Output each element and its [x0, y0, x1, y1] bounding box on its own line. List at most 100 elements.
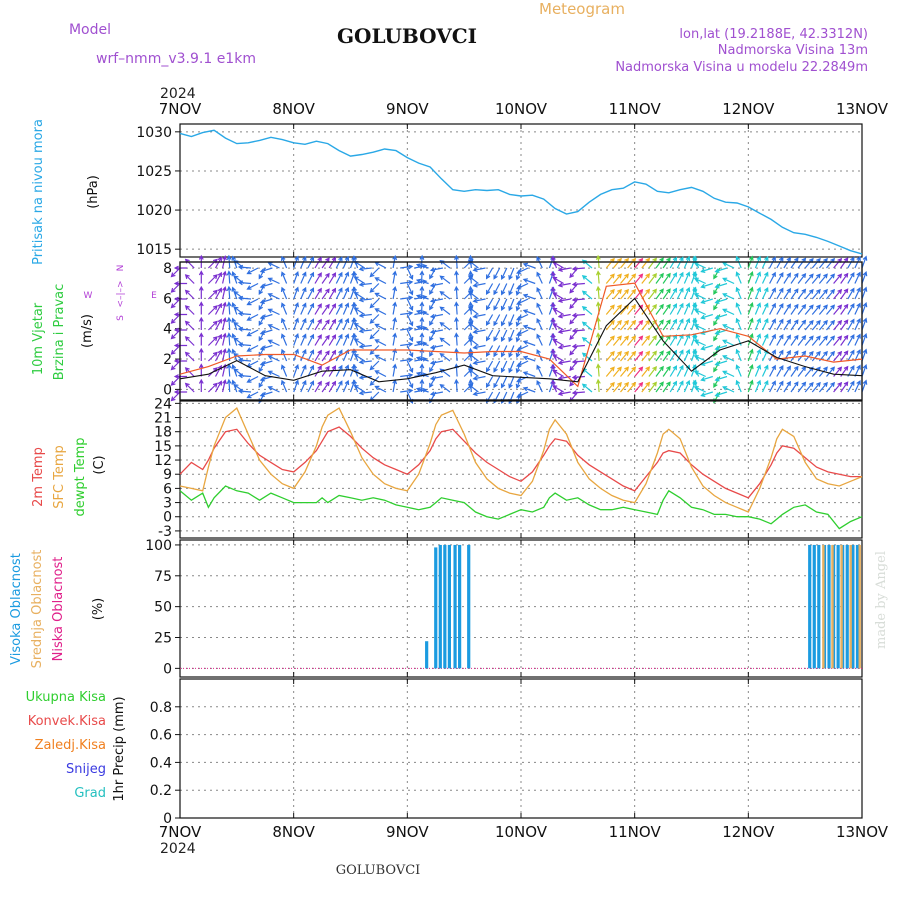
wind-arrow: [246, 313, 259, 321]
wind-arrow: [714, 391, 728, 397]
wind-arrow: [797, 335, 807, 346]
wind-arrow: [493, 314, 501, 327]
wind-arrow: [747, 348, 754, 362]
wind-arrow: [369, 376, 380, 386]
wind-arrow: [797, 273, 807, 284]
wind-arrow: [735, 271, 742, 284]
wind-arrow: [400, 357, 414, 363]
wind-arrow: [214, 318, 222, 331]
wind-arrow: [776, 380, 784, 393]
wind-arrow: [634, 319, 644, 331]
wind-arrow: [854, 317, 861, 331]
wind-arrow: [280, 379, 288, 393]
temp-ytick-label: 15: [154, 439, 172, 455]
temp-sfc-line: [179, 407, 863, 513]
wind-arrow: [293, 302, 299, 315]
wind-arrow: [429, 375, 444, 381]
wind-arrow: [307, 287, 315, 300]
wind-arrow: [641, 381, 651, 393]
temp-ytick-label: 21: [154, 411, 172, 427]
temp-ytick-label: 24: [154, 396, 172, 412]
wind-arrow: [818, 288, 828, 300]
wind-arrow: [569, 298, 579, 310]
wind-arrow: [485, 298, 494, 311]
wind-arrow: [259, 360, 273, 366]
wind-arrow: [293, 364, 299, 377]
wind-arrow: [258, 267, 266, 280]
wind-arrow: [259, 267, 273, 273]
temp-sfc-ylabel: SFC Temp: [52, 445, 67, 509]
wind-arrow: [648, 366, 657, 377]
wind-arrow: [508, 267, 515, 281]
wind-arrow: [493, 329, 501, 342]
wind-arrow: [627, 350, 637, 362]
wind-arrow: [280, 364, 288, 377]
wind-arrow: [627, 335, 637, 346]
wind-arrow: [267, 386, 280, 393]
wind-arrow: [818, 257, 828, 269]
wind-arrow: [693, 277, 706, 285]
wind-arrow: [641, 366, 651, 377]
cloud-mid-bar: [858, 544, 861, 669]
wind-arrow: [747, 286, 754, 300]
wind-arrow: [612, 304, 622, 315]
wind-arrow: [522, 355, 536, 362]
wind-arrow: [557, 329, 571, 334]
wind-arrow: [259, 344, 273, 351]
watermark: made by Angel: [874, 551, 889, 649]
wind-arrow: [522, 278, 536, 285]
wind-arrow: [226, 332, 232, 346]
wind-arrow: [840, 350, 849, 362]
wind-arrow: [280, 302, 288, 315]
wind-arrow: [735, 364, 742, 377]
wind-arrow: [173, 389, 188, 395]
wind-arrow: [369, 360, 380, 371]
wind-arrow: [627, 366, 637, 377]
wind-arrow: [571, 281, 585, 287]
wind-arrow: [467, 368, 479, 377]
wind-arrow: [735, 348, 742, 362]
wind-arrow: [634, 288, 644, 300]
wind-arrow: [676, 256, 684, 269]
wind-arrow: [648, 350, 657, 362]
wind-arrow: [804, 319, 814, 331]
wind-arrow: [342, 333, 350, 346]
wind-arrow: [722, 308, 735, 316]
wind-arrow: [627, 288, 637, 300]
wind-arrow: [392, 301, 398, 315]
cloud-mid-bar: [822, 544, 825, 669]
wind-arrow: [342, 302, 350, 315]
wind-arrow: [226, 285, 232, 300]
compass-north: N: [116, 265, 126, 272]
wind-arrow: [861, 271, 868, 284]
wind-arrow: [321, 257, 330, 269]
wind-arrow: [605, 257, 615, 269]
wind-arrow: [840, 334, 849, 346]
wind-arrow: [669, 256, 678, 269]
wind-arrow: [620, 381, 630, 393]
wind-arrow: [854, 286, 861, 300]
wind-arrow: [662, 365, 671, 377]
wind-arrow: [769, 271, 776, 284]
wind-arrow: [552, 276, 564, 285]
wind-arrow: [198, 378, 204, 392]
wind-arrow: [552, 307, 564, 316]
wind-arrow: [439, 275, 451, 284]
wind-arrow: [267, 277, 280, 285]
wind-arrow: [833, 288, 843, 300]
wind-arrow: [369, 329, 380, 340]
wind-arrow: [485, 360, 494, 373]
wind-arrow: [439, 290, 451, 300]
wind-arrow: [522, 371, 536, 378]
wind-arrow: [314, 287, 322, 300]
wind-arrow: [259, 329, 273, 335]
wind-arrow: [713, 376, 721, 388]
wind-arrow: [246, 344, 259, 352]
wind-arrow: [693, 262, 706, 269]
wind-arrow: [358, 266, 372, 272]
wind-arrow: [662, 381, 671, 393]
wind-arrow: [840, 272, 849, 284]
model-elevation-label: Nadmorska Visina u modelu 22.2849m: [615, 60, 868, 75]
